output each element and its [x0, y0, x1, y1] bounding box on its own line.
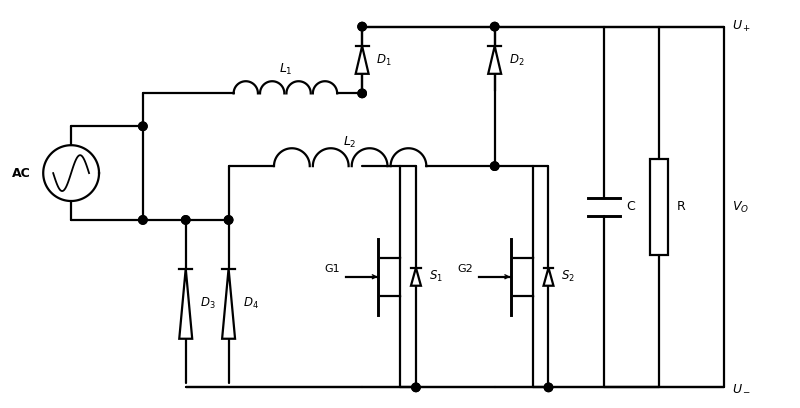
Circle shape: [182, 216, 190, 224]
Text: G1: G1: [325, 264, 340, 274]
Text: $U_-$: $U_-$: [732, 381, 751, 394]
Circle shape: [224, 216, 233, 224]
Circle shape: [138, 122, 147, 131]
Circle shape: [358, 89, 366, 98]
Circle shape: [544, 383, 553, 392]
Circle shape: [490, 22, 499, 31]
Text: AC: AC: [12, 166, 30, 180]
Circle shape: [544, 383, 553, 392]
Polygon shape: [222, 268, 235, 339]
Circle shape: [412, 383, 420, 392]
Text: C: C: [626, 200, 635, 213]
Circle shape: [182, 216, 190, 224]
Circle shape: [490, 22, 499, 31]
Circle shape: [138, 122, 147, 131]
Text: $D_2$: $D_2$: [509, 53, 524, 68]
Text: $L_1$: $L_1$: [278, 62, 292, 78]
Polygon shape: [179, 268, 192, 339]
Circle shape: [490, 162, 499, 170]
Polygon shape: [543, 268, 554, 286]
Polygon shape: [488, 46, 501, 74]
Text: G2: G2: [457, 264, 473, 274]
Text: $D_3$: $D_3$: [200, 296, 215, 311]
Circle shape: [358, 22, 366, 31]
Circle shape: [358, 22, 366, 31]
Text: $S_1$: $S_1$: [429, 269, 443, 284]
Text: $D_1$: $D_1$: [376, 53, 392, 68]
Text: $D_4$: $D_4$: [242, 296, 258, 311]
Circle shape: [358, 89, 366, 98]
Circle shape: [138, 216, 147, 224]
Circle shape: [412, 383, 420, 392]
Text: $V_O$: $V_O$: [732, 200, 749, 215]
Polygon shape: [356, 46, 369, 74]
Text: $U_+$: $U_+$: [732, 19, 751, 34]
Circle shape: [224, 216, 233, 224]
Text: $L_2$: $L_2$: [343, 135, 357, 150]
Text: R: R: [677, 200, 686, 213]
Circle shape: [138, 216, 147, 224]
Polygon shape: [411, 268, 421, 286]
Bar: [650, 159, 668, 255]
Text: $S_2$: $S_2$: [562, 269, 575, 284]
Circle shape: [490, 162, 499, 170]
